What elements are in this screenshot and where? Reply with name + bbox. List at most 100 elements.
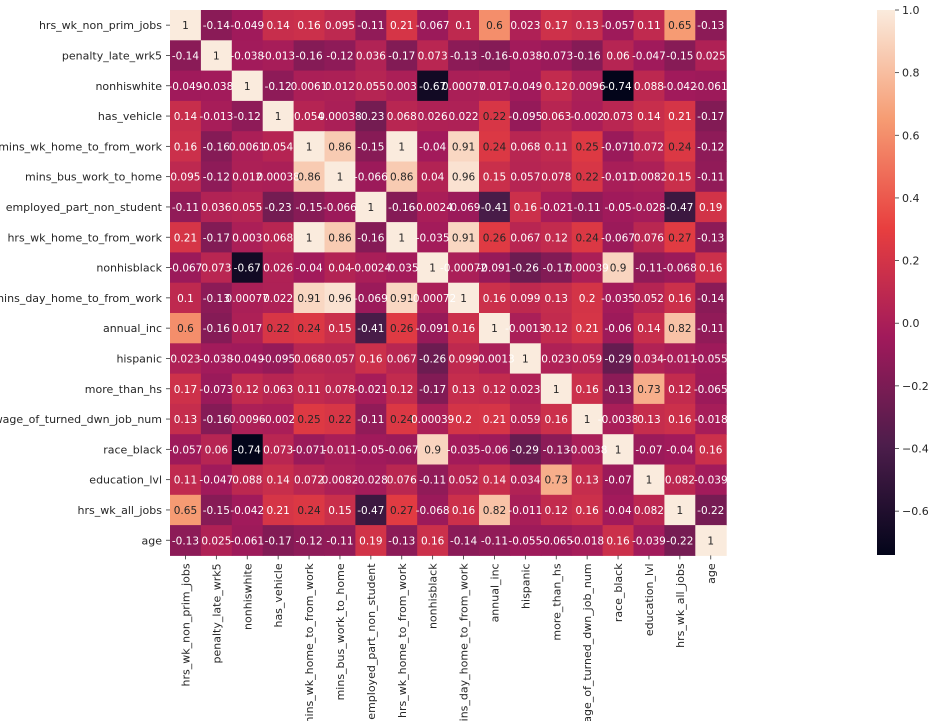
cell-annotation: 0.24 [297, 323, 321, 335]
cell-annotation: 0.04 [421, 172, 445, 184]
cell-annotation: -0.069 [447, 202, 481, 214]
cell-annotation: -0.47 [666, 202, 693, 214]
x-tick-label: mins_bus_work_to_home [334, 563, 347, 700]
heatmap-cell [602, 313, 634, 344]
cell-annotation: -0.095 [261, 353, 295, 365]
heatmap-cell [262, 313, 295, 344]
heatmap-cell [571, 343, 604, 375]
heatmap-cell [200, 464, 233, 496]
heatmap-cell [386, 131, 418, 162]
x-tick-label: nonhiswhite [241, 563, 254, 630]
heatmap-cell [664, 40, 696, 72]
cell-annotation: 0.15 [668, 172, 691, 184]
cell-annotation: -0.055 [508, 535, 542, 547]
heatmap-cell [695, 494, 727, 526]
heatmap-cell [479, 161, 511, 193]
heatmap-cell [540, 40, 573, 72]
heatmap-cell [633, 403, 665, 435]
heatmap-cell [386, 403, 418, 435]
cell-annotation: -0.049 [230, 20, 264, 32]
cell-annotation: 0.012 [232, 172, 262, 184]
heatmap-cell [200, 434, 233, 465]
heatmap-cell [262, 252, 295, 284]
heatmap-cell [571, 10, 604, 41]
heatmap-cell [664, 222, 696, 253]
heatmap-cell [695, 403, 727, 435]
heatmap-cell [324, 191, 356, 223]
cell-annotation: 0.088 [232, 475, 262, 487]
heatmap-cell [509, 222, 542, 253]
x-tick-label: mins_wk_home_to_from_work [303, 563, 316, 721]
heatmap-cell [293, 40, 325, 72]
cell-annotation: -0.042 [230, 505, 264, 517]
heatmap-cell [664, 282, 696, 314]
cell-annotation: 0.19 [359, 535, 382, 547]
x-tick-label: hrs_wk_home_to_from_work [396, 563, 409, 718]
heatmap-cell [540, 343, 573, 375]
cell-annotation: 0.12 [668, 384, 691, 396]
heatmap-cell [540, 252, 573, 284]
cell-annotation: -0.17 [543, 263, 570, 275]
heatmap-cell [355, 282, 387, 314]
cell-annotation: 0.14 [637, 111, 661, 123]
colorbar-gradient [877, 10, 895, 555]
cell-annotation: -0.035 [601, 293, 635, 305]
heatmap-cell [664, 373, 696, 405]
cell-annotation: -0.04 [419, 141, 446, 153]
cell-annotation: -0.049 [230, 353, 264, 365]
cell-annotation: -0.0024 [412, 202, 453, 214]
heatmap-cell [170, 282, 202, 314]
x-tick-label: employed_part_non_student [365, 563, 378, 720]
cell-annotation: -0.13 [697, 232, 724, 244]
cell-annotation: -0.049 [508, 81, 542, 93]
heatmap-cell [571, 40, 604, 72]
heatmap-cell [324, 373, 356, 405]
heatmap-cell [509, 70, 542, 102]
heatmap-cell [417, 10, 449, 41]
heatmap-cell [571, 464, 604, 496]
cell-annotation: 0.2 [579, 293, 596, 305]
cell-annotation: 0.12 [545, 81, 568, 93]
heatmap-cell [695, 70, 727, 102]
heatmap-cell [417, 131, 449, 162]
heatmap-cell [262, 191, 295, 223]
cell-annotation: 0.059 [572, 353, 602, 365]
heatmap-cell [262, 222, 295, 253]
heatmap-cell [664, 191, 696, 223]
cell-annotation: -0.12 [295, 535, 322, 547]
cell-annotation: 0.13 [174, 414, 197, 426]
cell-annotation: -0.16 [357, 232, 384, 244]
x-tick-label: has_vehicle [272, 563, 285, 627]
heatmap-cell [602, 434, 634, 465]
cell-annotation: 0.054 [263, 141, 293, 153]
heatmap-cell [293, 494, 325, 526]
cell-annotation: -0.038 [199, 81, 233, 93]
cell-annotation: -0.67 [234, 263, 261, 275]
cell-annotation: 0.026 [263, 263, 293, 275]
heatmap-cell [324, 403, 356, 435]
cell-annotation: 0.099 [510, 293, 540, 305]
cell-annotation: 0.00039 [411, 414, 454, 426]
colorbar-tick-label: 0.6 [902, 129, 920, 142]
heatmap-cell [386, 373, 418, 405]
heatmap-cell [170, 525, 202, 556]
x-tick-label: annual_inc [488, 563, 501, 622]
cell-annotation: 0.068 [387, 111, 417, 123]
cell-annotation: 0.00038 [318, 111, 361, 123]
cell-annotation: 0.068 [263, 232, 293, 244]
cell-annotation: 0.25 [575, 141, 598, 153]
cell-annotation: -0.11 [635, 263, 662, 275]
cell-annotation: 0.22 [328, 414, 351, 426]
x-tick-label: mins_day_home_to_from_work [458, 563, 471, 721]
heatmap-cell [417, 313, 449, 344]
cell-annotation: -0.17 [419, 384, 446, 396]
cell-annotation: -0.15 [295, 202, 322, 214]
cell-annotation: 0.00077 [442, 81, 485, 93]
cell-annotation: 0.14 [483, 475, 507, 487]
cell-annotation: -0.068 [663, 263, 697, 275]
heatmap-cell [417, 161, 449, 193]
cell-annotation: 0.86 [297, 172, 321, 184]
cell-annotation: 1 [460, 293, 467, 305]
cell-annotation: -0.04 [295, 263, 322, 275]
cell-annotation: 0.095 [170, 172, 200, 184]
